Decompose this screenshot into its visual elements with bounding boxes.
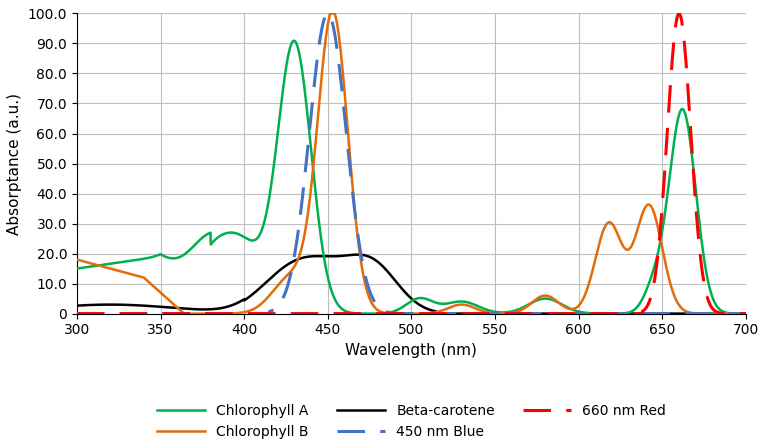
Line: Chlorophyll B: Chlorophyll B [77,13,746,314]
Chlorophyll B [329,11,338,16]
Chlorophyll A [289,38,298,43]
Beta-carotene [657,311,666,316]
Chlorophyll B [728,311,737,316]
Beta-carotene [353,252,362,257]
450 nm Blue [72,311,82,316]
660 nm Red [358,311,367,316]
Chlorophyll A [72,266,82,271]
Chlorophyll A [656,236,665,241]
Beta-carotene [728,311,737,316]
660 nm Red [72,311,82,316]
Chlorophyll B [72,257,82,262]
Chlorophyll A [358,311,368,316]
Beta-carotene [148,304,158,309]
450 nm Blue [148,311,158,316]
660 nm Red [188,311,198,316]
Y-axis label: Absorptance (a.u.): Absorptance (a.u.) [7,93,22,234]
450 nm Blue [358,261,368,267]
450 nm Blue [323,11,332,16]
660 nm Red [728,311,737,316]
Beta-carotene [741,311,751,316]
Beta-carotene [188,306,198,312]
660 nm Red [741,311,751,316]
Beta-carotene [329,254,338,259]
660 nm Red [656,223,665,228]
Chlorophyll A [148,254,158,259]
Chlorophyll A [728,311,737,316]
Chlorophyll B [657,240,666,245]
660 nm Red [329,311,338,316]
Chlorophyll A [741,311,751,316]
Chlorophyll B [326,11,335,16]
450 nm Blue [741,311,751,316]
Line: Chlorophyll A: Chlorophyll A [77,41,746,314]
450 nm Blue [656,311,665,316]
Beta-carotene [432,311,441,316]
Line: 450 nm Blue: 450 nm Blue [77,13,746,314]
Chlorophyll B [358,270,368,276]
Chlorophyll A [188,244,198,250]
Beta-carotene [72,303,82,308]
Chlorophyll B [179,311,188,316]
Chlorophyll B [188,311,198,316]
660 nm Red [148,311,158,316]
450 nm Blue [329,26,338,31]
Chlorophyll B [741,311,751,316]
Chlorophyll B [148,283,158,289]
Line: Beta-carotene: Beta-carotene [77,254,746,314]
660 nm Red [674,11,684,16]
X-axis label: Wavelength (nm): Wavelength (nm) [345,343,478,358]
Line: 660 nm Red: 660 nm Red [77,13,746,314]
Beta-carotene [358,252,368,258]
450 nm Blue [728,311,737,316]
450 nm Blue [188,311,198,316]
Chlorophyll A [329,294,338,299]
Legend: Chlorophyll A, Chlorophyll B, Beta-carotene, 450 nm Blue, 660 nm Red: Chlorophyll A, Chlorophyll B, Beta-carot… [151,399,672,445]
